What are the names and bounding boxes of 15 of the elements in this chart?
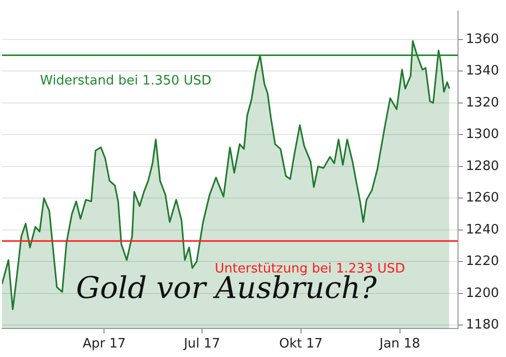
x-tick-label: Jul 17 <box>182 336 220 352</box>
y-tick-label: 1220 <box>466 254 500 270</box>
y-tick-label: 1340 <box>466 64 500 79</box>
ref-line-label: Widerstand bei 1.350 USD <box>40 74 212 89</box>
x-tick-label: Okt 17 <box>279 336 323 352</box>
x-tick-label: Jan 18 <box>378 336 420 352</box>
y-tick-label: 1240 <box>466 222 500 238</box>
y-tick-label: 1300 <box>466 127 500 142</box>
y-tick-label: 1320 <box>466 95 500 110</box>
y-tick-label: 1260 <box>466 190 500 206</box>
y-tick-label: 1280 <box>466 158 500 174</box>
y-tick-label: 1200 <box>466 286 500 301</box>
x-tick-label: Apr 17 <box>82 336 126 352</box>
y-tick-label: 1360 <box>466 32 500 47</box>
y-tick-label: 1180 <box>466 318 500 333</box>
